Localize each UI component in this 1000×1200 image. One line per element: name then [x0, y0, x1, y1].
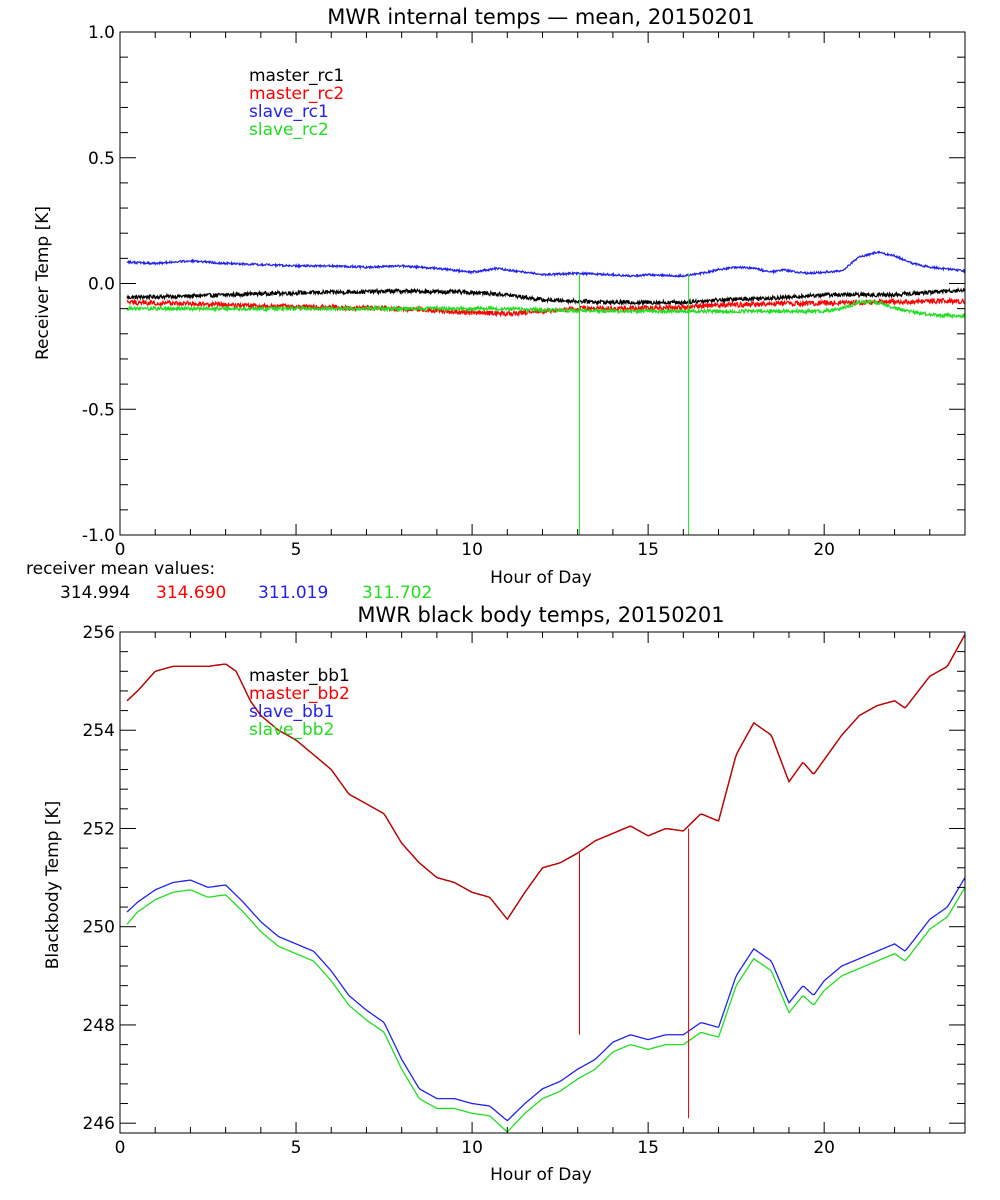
chart1-ytick-label: 0.5 [88, 149, 115, 169]
chart2-xtick-label: 5 [291, 1138, 302, 1158]
chart2-ytick-label: 248 [83, 1016, 115, 1036]
chart2-legend: master_bb1 master_bb2 slave_bb1 slave_bb… [249, 666, 350, 740]
chart1-legend: master_rc1 master_rc2 slave_rc1 slave_rc… [249, 66, 344, 140]
legend-item-slave-bb1: slave_bb1 [249, 702, 334, 722]
legend-item-slave-bb2: slave_bb2 [249, 720, 334, 740]
legend-item-master-bb1: master_bb1 [249, 666, 350, 686]
chart1-xtick-label: 15 [637, 540, 659, 560]
chart1-ytick-label: -0.5 [82, 400, 115, 420]
legend-item-slave-rc2: slave_rc2 [249, 120, 329, 140]
chart2-series-slave-bb1 [126, 877, 965, 1122]
chart-blackbody-temps: MWR black body temps, 20150201 0 5 10 15 20 2… [43, 603, 966, 1185]
receiver-mean-values: receiver mean values: 314.994 314.690 31… [26, 559, 432, 603]
chart1-series-slave-rc1 [126, 250, 965, 279]
chart1-axes: 0 5 10 15 20 -1.0 -0.5 0.0 0.5 1.0 [82, 23, 966, 560]
chart2-axes: 0 5 10 15 20 246 248 250 252 254 256 [83, 623, 966, 1158]
chart2-xtick-label: 0 [115, 1138, 126, 1158]
chart2-xtick-label: 10 [461, 1138, 483, 1158]
chart1-ylabel: Receiver Temp [K] [33, 206, 53, 360]
chart2-ytick-label: 256 [83, 623, 115, 643]
chart1-xtick-label: 20 [813, 540, 835, 560]
chart-internal-temps: MWR internal temps — mean, 20150201 0 5 10… [26, 5, 966, 603]
chart2-ylabel: Blackbody Temp [K] [43, 801, 63, 970]
chart1-series-master-rc1 [126, 286, 965, 307]
chart1-xtick-label: 10 [461, 540, 483, 560]
chart1-ytick-label: 1.0 [88, 23, 115, 43]
legend-item-master-bb2: master_bb2 [249, 684, 350, 704]
chart2-ytick-label: 252 [83, 819, 115, 839]
legend-item-master-rc2: master_rc2 [249, 84, 344, 104]
chart1-title: MWR internal temps — mean, 20150201 [327, 5, 754, 29]
chart2-ytick-label: 246 [83, 1114, 115, 1134]
chart1-ytick-label: -1.0 [82, 526, 115, 546]
mean-value-slave-rc1: 311.019 [258, 583, 328, 603]
mean-values-label: receiver mean values: [26, 559, 215, 579]
mean-value-master-rc1: 314.994 [60, 583, 130, 603]
chart2-xtick-label: 15 [637, 1138, 659, 1158]
mean-value-master-rc2: 314.690 [156, 583, 226, 603]
chart2-marks [126, 634, 965, 1133]
chart1-xtick-label: 5 [291, 540, 302, 560]
chart1-xtick-label: 0 [115, 540, 126, 560]
legend-item-slave-rc1: slave_rc1 [249, 102, 329, 122]
chart1-series-slave-rc2 [126, 298, 965, 320]
chart2-ytick-label: 250 [83, 918, 115, 938]
chart1-ytick-label: 0.0 [88, 275, 115, 295]
chart2-xlabel: Hour of Day [490, 1165, 592, 1185]
mean-value-slave-rc2: 311.702 [362, 583, 432, 603]
chart2-ytick-label: 254 [83, 721, 115, 741]
legend-item-master-rc1: master_rc1 [249, 66, 344, 86]
chart1-xlabel: Hour of Day [490, 568, 592, 588]
chart2-xtick-label: 20 [813, 1138, 835, 1158]
chart2-series-master-bb2 [126, 634, 965, 921]
chart1-marks [126, 250, 965, 535]
chart2-series-slave-bb2 [126, 887, 965, 1133]
chart2-title: MWR black body temps, 20150201 [357, 603, 724, 627]
